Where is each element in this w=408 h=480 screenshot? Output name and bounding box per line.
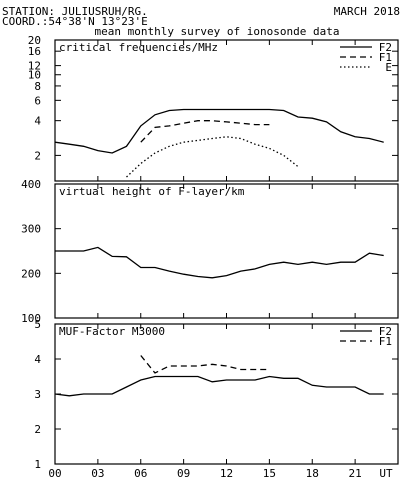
ytick-label-2-3: 400 bbox=[21, 178, 41, 191]
month-label: MARCH 2018 bbox=[334, 5, 400, 18]
panel-title-3: MUF-Factor M3000 bbox=[59, 325, 165, 338]
legend-label-1-E: E bbox=[385, 61, 392, 74]
legend-label-1-F1: F1 bbox=[379, 51, 392, 64]
ytick-label-3-4: 5 bbox=[34, 318, 41, 331]
panel-title-2: virtual height of F-layer/km bbox=[59, 185, 245, 198]
series-line-3-F1 bbox=[140, 355, 270, 374]
xtick-label-2: 06 bbox=[134, 467, 147, 480]
station-label: STATION: JULIUSRUH/RG. bbox=[2, 5, 148, 18]
ytick-label-1-0: 2 bbox=[34, 149, 41, 162]
legend-label-1-F2: F2 bbox=[379, 41, 392, 54]
xtick-label-3: 09 bbox=[177, 467, 190, 480]
xtick-label-5: 15 bbox=[263, 467, 276, 480]
panel-frame-2 bbox=[54, 183, 399, 319]
xtick-label-6: 18 bbox=[306, 467, 319, 480]
ytick-label-3-1: 2 bbox=[34, 423, 41, 436]
series-line-3-F2 bbox=[54, 375, 384, 397]
xtick-label-0: 00 bbox=[48, 467, 61, 480]
ytick-label-1-3: 8 bbox=[34, 80, 41, 93]
xtick-label-1: 03 bbox=[91, 467, 104, 480]
legend-label-3-F1: F1 bbox=[379, 335, 392, 348]
ytick-label-3-0: 1 bbox=[34, 458, 41, 471]
subtitle: mean monthly survey of ionosonde data bbox=[94, 25, 339, 38]
x-unit-label: UT bbox=[379, 467, 393, 480]
ytick-label-3-2: 3 bbox=[34, 388, 41, 401]
ytick-label-2-2: 300 bbox=[21, 223, 41, 236]
series-line-1-E bbox=[126, 136, 299, 178]
ytick-label-1-5: 12 bbox=[28, 60, 41, 73]
ytick-label-1-2: 6 bbox=[34, 94, 41, 107]
xtick-label-7: 21 bbox=[349, 467, 362, 480]
panel-title-1: critical frequencies/MHz bbox=[59, 41, 218, 54]
series-line-2-0 bbox=[55, 246, 384, 279]
series-line-1-F2 bbox=[54, 108, 384, 154]
ytick-label-1-7: 20 bbox=[28, 34, 41, 47]
ytick-label-3-3: 4 bbox=[34, 353, 41, 366]
ytick-label-1-6: 16 bbox=[28, 45, 41, 58]
panel-frame-1 bbox=[54, 39, 399, 182]
ytick-label-1-4: 10 bbox=[28, 69, 41, 82]
coord-label: COORD.:54°38'N 13°23'E bbox=[2, 15, 148, 28]
ytick-label-2-1: 200 bbox=[21, 267, 41, 280]
legend-label-3-F2: F2 bbox=[379, 325, 392, 338]
ytick-label-2-0: 100 bbox=[21, 312, 41, 325]
xtick-label-4: 12 bbox=[220, 467, 233, 480]
ytick-label-1-1: 4 bbox=[34, 115, 41, 128]
series-line-1-F1 bbox=[140, 120, 270, 143]
